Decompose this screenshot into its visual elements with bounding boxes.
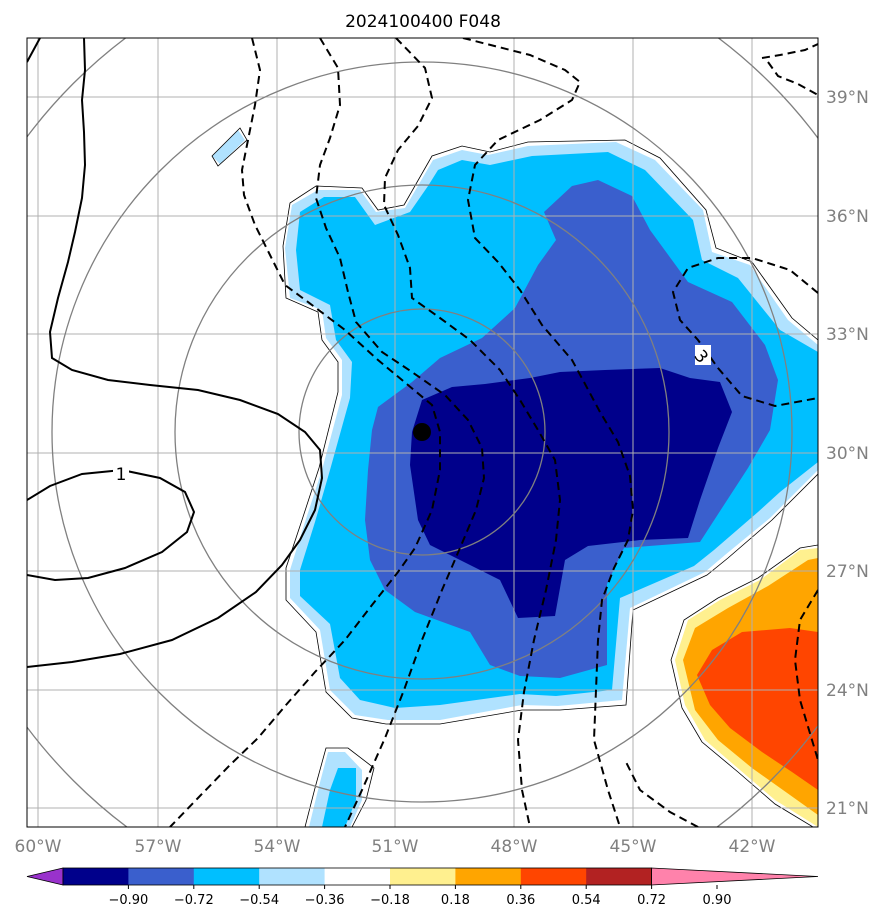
lon-tick-label: 51°W	[372, 837, 419, 857]
lat-lon-grid	[27, 38, 818, 827]
lat-tick-label: 27°N	[826, 562, 869, 582]
lat-tick-label: 21°N	[826, 799, 869, 819]
lon-tick-label: 48°W	[491, 837, 538, 857]
map-frame	[26, 37, 819, 828]
colorbar-tick-label: 0.72	[637, 893, 666, 908]
colorbar-tick-label: −0.54	[239, 893, 279, 908]
colorbar-tick-label: 0.18	[441, 893, 470, 908]
dashed-contours	[169, 38, 818, 827]
lon-tick-label: 54°W	[254, 837, 301, 857]
colorbar-tick-label: −0.90	[108, 893, 148, 908]
colorbar-tick-label: −0.18	[370, 893, 410, 908]
lat-tick-label: 39°N	[826, 88, 869, 108]
map-title: 2024100400 F048	[345, 12, 501, 32]
anomaly-fill-warm	[675, 548, 818, 827]
colorbar-tick-label: 0.54	[572, 893, 601, 908]
anomaly-fill-navy	[410, 368, 732, 618]
lat-tick-label: 36°N	[826, 207, 869, 227]
colorbar-segment	[193, 868, 260, 885]
lon-tick-label: 57°W	[135, 837, 182, 857]
longitude-axis: 60°W 57°W 54°W 51°W 48°W 45°W 42°W	[15, 837, 776, 857]
lat-tick-label: 33°N	[826, 325, 869, 345]
contour-labels: 1 3	[113, 345, 712, 485]
colorbar-segment	[586, 868, 653, 885]
contour-label-1: 1	[116, 465, 127, 485]
colorbar-extend-high	[651, 867, 819, 886]
lat-tick-label: 24°N	[826, 681, 869, 701]
lat-tick-label: 30°N	[826, 444, 869, 464]
colorbar-segment	[324, 868, 391, 885]
colorbar-tick-label: 0.90	[703, 893, 732, 908]
solid-contours	[27, 38, 324, 668]
storm-center-marker	[413, 423, 431, 441]
colorbar-tick-label: −0.36	[305, 893, 345, 908]
lon-tick-label: 45°W	[610, 837, 657, 857]
latitude-axis: 39°N 36°N 33°N 30°N 27°N 24°N 21°N	[826, 88, 869, 819]
lon-tick-label: 42°W	[729, 837, 776, 857]
colorbar-segment	[455, 868, 522, 885]
lon-tick-label: 60°W	[15, 837, 62, 857]
colorbar-segment	[259, 868, 326, 885]
zero-anomaly-outlines	[211, 127, 818, 827]
colorbar-outline	[62, 867, 652, 886]
colorbar-extend-low	[26, 867, 64, 886]
colorbar: −0.90 −0.72 −0.54 −0.36 −0.18 0.18 0.36 0.54 0.7…	[26, 867, 819, 908]
colorbar-segment	[128, 868, 195, 885]
colorbar-tick-label: 0.36	[506, 893, 535, 908]
colorbar-segment	[520, 868, 587, 885]
colorbar-segment	[63, 868, 129, 885]
colorbar-segment	[390, 868, 456, 885]
colorbar-tick-label: −0.72	[174, 893, 214, 908]
